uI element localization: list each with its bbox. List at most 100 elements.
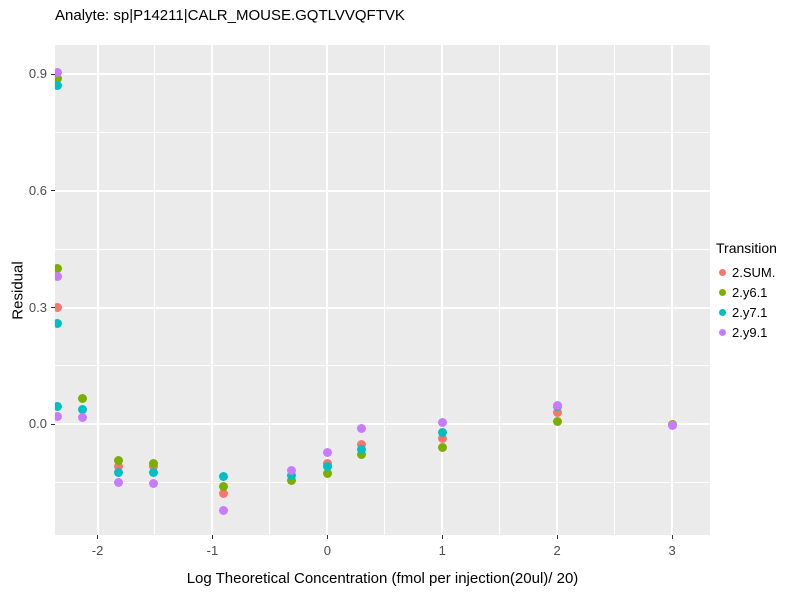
- data-point: [357, 450, 367, 459]
- legend-item: 2.y9.1: [716, 322, 777, 342]
- gridline-major-y: [55, 189, 710, 192]
- gridline-major-y: [55, 423, 710, 426]
- data-point: [322, 447, 332, 457]
- legend-item-label: 2.y7.1: [732, 304, 768, 320]
- data-point: [149, 467, 159, 477]
- gridline-major-x: [556, 45, 559, 535]
- data-point: [357, 439, 367, 449]
- data-point: [437, 442, 447, 452]
- x-tick-mark: [97, 535, 99, 539]
- data-point: [219, 506, 229, 515]
- data-point: [55, 271, 62, 281]
- x-tick-mark: [211, 535, 213, 539]
- data-point: [55, 402, 62, 412]
- gridline-major-x: [96, 45, 99, 535]
- data-point: [55, 81, 62, 91]
- data-point: [219, 472, 229, 482]
- legend-item-label: 2.y9.1: [732, 324, 768, 340]
- legend: Transition 2.SUM. 2.y6.1 2.y7.1 2.y9.1: [716, 240, 777, 342]
- y-axis-title: Residual: [9, 261, 27, 320]
- x-tick-mark: [326, 535, 328, 539]
- gridline-major-x: [671, 45, 674, 535]
- gridline-major-x: [326, 45, 329, 535]
- y-tick-mark: [51, 190, 55, 192]
- y-tick-mark: [51, 73, 55, 75]
- data-point: [113, 467, 123, 477]
- data-point: [55, 74, 62, 84]
- gridline-minor-x: [384, 45, 386, 535]
- y-tick-label: 0.9: [28, 66, 47, 82]
- gridline-major-y: [55, 306, 710, 309]
- gridline-minor-y: [55, 482, 710, 483]
- data-point: [78, 412, 88, 422]
- gridline-minor-x: [154, 45, 156, 535]
- gridline-minor-y: [55, 248, 710, 250]
- data-point: [287, 476, 297, 486]
- x-tick-label: 3: [668, 543, 676, 558]
- gridline-minor-y: [55, 132, 710, 133]
- data-point: [287, 465, 297, 475]
- data-point: [437, 433, 447, 443]
- data-point: [357, 445, 367, 455]
- gridline-minor-y: [55, 365, 710, 367]
- y-tick-label: 0.6: [28, 182, 47, 198]
- legend-key-dot: [719, 288, 726, 296]
- legend-key-dot: [719, 308, 726, 316]
- data-point: [437, 428, 447, 438]
- x-tick-label: 1: [438, 543, 446, 558]
- data-point: [55, 318, 62, 328]
- data-point: [287, 470, 297, 480]
- legend-items: 2.SUM. 2.y6.1 2.y7.1 2.y9.1: [716, 262, 777, 342]
- data-point: [322, 461, 332, 471]
- gridline-major-x: [441, 45, 444, 535]
- data-point: [55, 303, 62, 312]
- plot-panel: [55, 45, 710, 535]
- data-point: [149, 478, 159, 488]
- legend-item-label: 2.SUM.: [732, 264, 776, 280]
- data-point: [113, 455, 123, 465]
- x-tick-label: 2: [553, 543, 561, 558]
- y-tick-label: 0.3: [28, 299, 47, 315]
- data-point: [357, 423, 367, 433]
- gridline-major-y: [55, 73, 710, 76]
- legend-item: 2.SUM.: [716, 262, 777, 282]
- data-point: [552, 407, 562, 417]
- x-tick-mark: [671, 535, 673, 539]
- chart-title: Analyte: sp|P14211|CALR_MOUSE.GQTLVVQFTV…: [55, 7, 405, 24]
- data-point: [437, 417, 447, 427]
- data-point: [113, 462, 123, 472]
- data-point: [78, 394, 88, 404]
- gridline-minor-x: [614, 45, 616, 535]
- data-point: [149, 458, 159, 468]
- data-point: [322, 468, 332, 478]
- data-point: [55, 411, 62, 421]
- gridline-major-x: [211, 45, 214, 535]
- data-point: [552, 416, 562, 426]
- x-tick-label: 0: [323, 543, 331, 558]
- x-tick-mark: [556, 535, 558, 539]
- data-point: [55, 264, 62, 274]
- legend-title: Transition: [716, 240, 777, 256]
- gridline-minor-x: [269, 45, 271, 535]
- gridline-minor-x: [499, 45, 501, 535]
- data-point: [113, 477, 123, 487]
- data-point: [552, 400, 562, 410]
- data-point: [78, 404, 88, 414]
- y-tick-mark: [51, 307, 55, 308]
- legend-item-label: 2.y6.1: [732, 284, 768, 300]
- legend-key-dot: [719, 268, 726, 276]
- data-point: [667, 420, 677, 430]
- x-tick-label: -1: [206, 543, 219, 558]
- data-point: [219, 488, 229, 498]
- y-tick-mark: [51, 423, 55, 425]
- data-point: [219, 481, 229, 491]
- x-tick-mark: [441, 535, 443, 539]
- legend-key-dot: [719, 328, 726, 336]
- x-tick-label: -2: [91, 543, 104, 558]
- y-tick-label: 0.0: [28, 416, 47, 432]
- data-point: [55, 67, 62, 77]
- legend-item: 2.y6.1: [716, 282, 777, 302]
- legend-item: 2.y7.1: [716, 302, 777, 322]
- x-axis-title: Log Theoretical Concentration (fmol per …: [186, 570, 579, 587]
